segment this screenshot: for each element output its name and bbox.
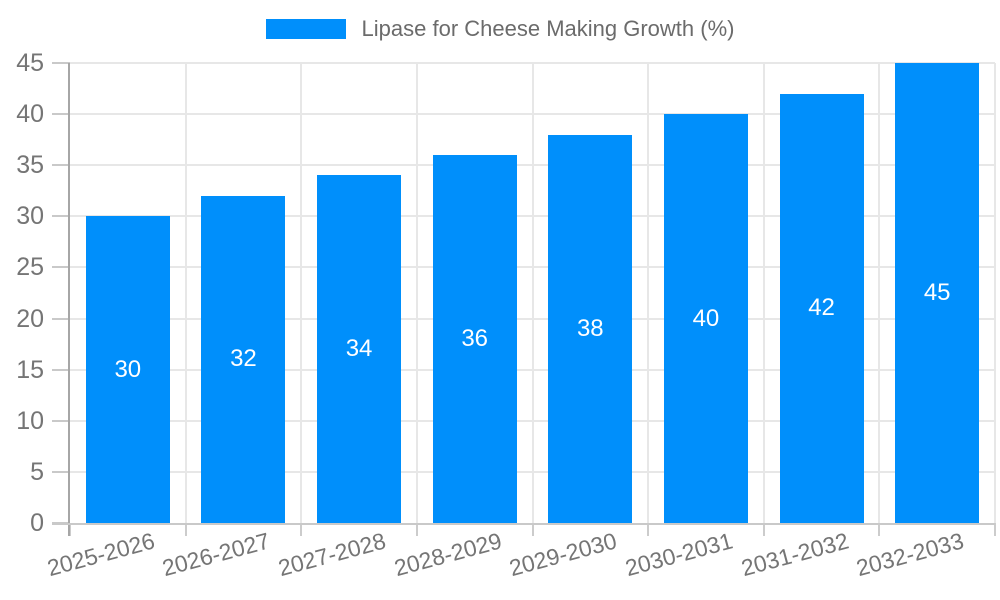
bar-value-label: 40 [692, 304, 720, 332]
v-gridline [994, 63, 996, 523]
y-tick-label: 25 [16, 253, 44, 282]
y-tick-label: 40 [16, 100, 44, 129]
x-axis-tick [415, 523, 418, 536]
bar-value-label: 32 [230, 345, 257, 373]
y-axis-line [68, 63, 70, 536]
x-axis-tick [300, 523, 303, 536]
chart-legend: Lipase for Cheese Making Growth (%) [0, 17, 1000, 41]
v-gridline [647, 63, 650, 523]
bar-value-label: 36 [461, 325, 489, 352]
v-gridline [300, 63, 303, 523]
bar-value-label: 30 [114, 355, 142, 383]
bar-2025-2026 [85, 216, 170, 523]
bar-value-label: 42 [808, 294, 835, 322]
x-axis-tick [647, 523, 650, 536]
v-gridline [878, 63, 881, 523]
y-tick-label: 5 [30, 457, 44, 486]
x-axis-tick [762, 523, 765, 536]
bar-2031-2032 [779, 93, 864, 523]
x-axis-tick [994, 523, 996, 536]
bar-2030-2031 [663, 114, 748, 523]
x-axis-tick [69, 523, 71, 536]
y-axis-tick [52, 113, 70, 116]
x-axis-line [52, 523, 995, 525]
v-gridline [415, 63, 418, 523]
bar-value-label: 45 [923, 279, 951, 306]
y-axis-tick [52, 62, 70, 65]
y-axis-tick [52, 266, 70, 269]
y-axis-tick [52, 368, 70, 371]
x-axis-tick [878, 523, 881, 536]
bar-2026-2027 [201, 195, 286, 523]
bar-2028-2029 [432, 155, 517, 523]
bar-2032-2033 [895, 63, 980, 523]
bar-2027-2028 [317, 175, 402, 523]
bar-2029-2030 [548, 134, 633, 523]
x-axis-tick [531, 523, 534, 536]
v-gridline [184, 63, 187, 523]
legend-label: Lipase for Cheese Making Growth (%) [361, 16, 735, 41]
y-tick-label: 30 [16, 202, 44, 231]
y-tick-label: 20 [16, 304, 44, 333]
y-tick-label: 35 [16, 151, 44, 180]
plot-area: 0 5 10 15 20 25 30 35 40 45 30 2025-2026 32 2026-2027… [16, 50, 996, 581]
y-axis-tick [52, 215, 70, 218]
y-tick-label: 15 [16, 355, 44, 384]
bar-value-label: 34 [345, 335, 373, 363]
legend-swatch [265, 19, 346, 39]
y-tick-label: 10 [16, 406, 44, 435]
y-axis-tick [52, 419, 70, 422]
y-axis-tick [52, 317, 70, 320]
y-axis-tick [52, 470, 70, 473]
y-tick-label: 45 [16, 49, 44, 77]
v-gridline [762, 63, 765, 523]
v-gridline [531, 63, 534, 523]
x-axis-tick [184, 523, 187, 536]
y-tick-label: 0 [30, 509, 44, 537]
bar-value-label: 38 [576, 314, 604, 342]
y-axis-tick [52, 164, 70, 167]
